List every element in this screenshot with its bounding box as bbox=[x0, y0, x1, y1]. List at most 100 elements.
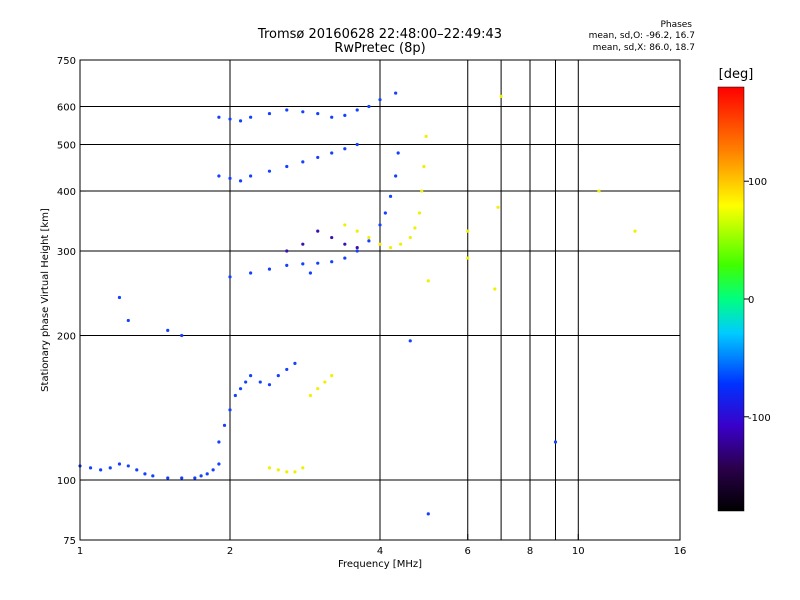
data-point bbox=[166, 328, 170, 332]
data-point bbox=[276, 374, 280, 378]
y-tick-label: 300 bbox=[57, 247, 76, 258]
data-point bbox=[496, 205, 500, 209]
scatter-points bbox=[78, 91, 637, 516]
data-point bbox=[493, 287, 497, 291]
data-point bbox=[394, 91, 398, 95]
data-point bbox=[499, 94, 503, 98]
data-point bbox=[238, 387, 243, 391]
data-point bbox=[343, 242, 347, 246]
data-point bbox=[217, 115, 221, 119]
data-point bbox=[238, 179, 243, 183]
data-point bbox=[396, 151, 400, 155]
data-point bbox=[228, 275, 232, 279]
data-point bbox=[308, 393, 313, 398]
x-tick-label: 16 bbox=[674, 546, 687, 557]
data-point bbox=[117, 295, 122, 300]
x-tick-label: 2 bbox=[227, 546, 233, 557]
y-tick-label: 100 bbox=[57, 476, 76, 487]
data-point bbox=[330, 374, 334, 378]
data-point bbox=[426, 279, 430, 283]
data-point bbox=[422, 164, 426, 169]
data-point bbox=[343, 113, 347, 117]
data-point bbox=[367, 104, 371, 109]
data-point bbox=[285, 164, 289, 169]
data-point bbox=[301, 466, 305, 470]
data-point bbox=[388, 245, 393, 250]
x-tick-label: 10 bbox=[572, 546, 585, 557]
data-point bbox=[355, 108, 359, 112]
data-point bbox=[238, 119, 243, 123]
x-axis: 1 2 4 6 8 10 16 bbox=[77, 534, 687, 557]
data-point bbox=[249, 115, 253, 119]
y-tick-label: 75 bbox=[63, 536, 76, 547]
y-axis: 75 100 200 300 400 500 600 750 bbox=[57, 56, 86, 547]
data-point bbox=[108, 466, 112, 470]
data-point bbox=[293, 470, 297, 474]
data-point bbox=[285, 470, 289, 474]
data-point bbox=[267, 267, 272, 271]
data-point bbox=[301, 110, 305, 114]
data-point bbox=[399, 242, 403, 246]
data-point bbox=[267, 111, 272, 116]
chart-title-line2: RwPretec (8p) bbox=[334, 41, 426, 56]
data-point bbox=[244, 380, 248, 384]
data-point bbox=[180, 476, 184, 480]
data-point bbox=[99, 468, 103, 472]
data-point bbox=[233, 393, 237, 398]
data-point bbox=[88, 466, 93, 470]
data-point bbox=[355, 229, 359, 233]
data-point bbox=[413, 226, 417, 230]
data-point bbox=[367, 235, 371, 240]
colorbar-tick-label: 0 bbox=[748, 295, 754, 306]
data-point bbox=[217, 174, 221, 178]
data-point bbox=[117, 462, 122, 466]
data-point bbox=[330, 115, 334, 119]
data-point bbox=[343, 147, 347, 151]
data-point bbox=[285, 367, 289, 372]
data-point bbox=[466, 229, 470, 233]
data-point bbox=[424, 134, 428, 138]
phases-mean-sd-o: mean, sd,O: -96.2, 16.7 bbox=[588, 31, 695, 41]
colorbar-ticks: 100 0 -100 bbox=[744, 177, 771, 424]
y-tick-label: 500 bbox=[57, 141, 76, 152]
data-point bbox=[343, 223, 347, 227]
data-point bbox=[301, 160, 305, 164]
data-point bbox=[378, 223, 382, 227]
data-point bbox=[316, 155, 320, 160]
data-point bbox=[249, 271, 253, 275]
y-tick-label: 600 bbox=[57, 103, 76, 114]
data-point bbox=[126, 318, 130, 323]
data-point bbox=[330, 260, 334, 264]
data-point bbox=[285, 249, 289, 253]
colorbar-tick-label: 100 bbox=[748, 177, 767, 188]
data-point bbox=[426, 512, 430, 516]
data-point bbox=[378, 242, 382, 246]
data-point bbox=[285, 263, 289, 267]
data-point bbox=[267, 169, 272, 173]
data-point bbox=[217, 440, 221, 444]
phases-title: Phases bbox=[660, 20, 692, 30]
grid-lines bbox=[80, 60, 680, 540]
data-point bbox=[285, 108, 289, 112]
data-point bbox=[355, 142, 359, 147]
data-point bbox=[420, 189, 424, 193]
data-point bbox=[249, 174, 253, 178]
data-point bbox=[166, 476, 170, 480]
data-point bbox=[466, 256, 470, 260]
data-point bbox=[316, 111, 320, 116]
x-axis-label: Frequency [MHz] bbox=[338, 559, 422, 570]
data-point bbox=[367, 239, 371, 243]
x-tick-label: 1 bbox=[77, 546, 83, 557]
data-point bbox=[126, 464, 130, 468]
data-point bbox=[301, 242, 305, 246]
data-point bbox=[301, 262, 305, 266]
data-point bbox=[228, 408, 232, 412]
data-point bbox=[180, 333, 184, 338]
data-point bbox=[355, 249, 359, 253]
phases-mean-sd-x: mean, sd,X: 86.0, 18.7 bbox=[592, 43, 695, 53]
data-point bbox=[228, 176, 232, 181]
data-point bbox=[143, 472, 147, 476]
data-point bbox=[151, 474, 155, 478]
data-point bbox=[378, 98, 382, 102]
data-point bbox=[408, 235, 412, 240]
